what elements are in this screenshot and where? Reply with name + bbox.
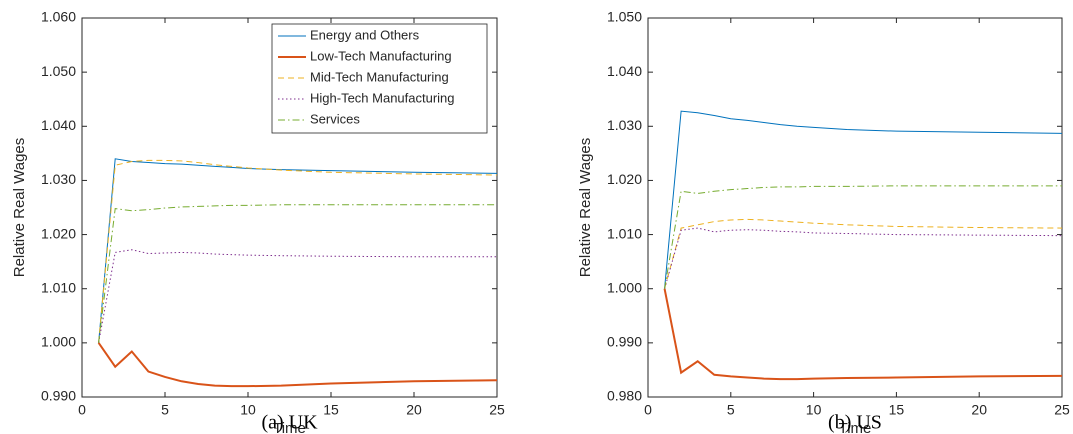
series-line [664, 218, 1063, 289]
y-tick-label: 1.060 [41, 9, 76, 25]
y-tick-label: 1.020 [41, 225, 76, 241]
series-line [664, 185, 1062, 289]
x-axis-label: Time [273, 420, 306, 434]
y-tick-label: 1.040 [607, 63, 642, 79]
y-axis-label: Relative Real Wages [11, 138, 28, 278]
caption: (b) US [828, 412, 882, 434]
x-tick-label: 15 [889, 402, 905, 418]
series-line [98, 158, 498, 343]
y-tick-label: 1.010 [41, 279, 76, 295]
x-axis-label: Time [839, 420, 872, 434]
legend-label: Mid-Tech Manufacturing [310, 69, 449, 84]
y-tick-label: 1.050 [607, 9, 642, 25]
x-tick-label: 25 [1054, 402, 1070, 418]
x-tick-label: 10 [240, 402, 256, 418]
x-tick-label: 0 [78, 402, 86, 418]
y-tick-label: 1.010 [607, 225, 642, 241]
series-line [664, 227, 1063, 289]
series-line [663, 288, 1063, 381]
y-tick-label: 1.000 [41, 334, 76, 350]
legend-box [271, 23, 488, 134]
y-tick-label: 0.990 [607, 334, 642, 350]
y-axis-label: Relative Real Wages [577, 138, 594, 278]
y-tick-label: 0.980 [607, 388, 642, 404]
x-tick-label: 25 [489, 402, 505, 418]
series-line [97, 342, 498, 388]
x-tick-label: 20 [971, 402, 987, 418]
series-line [98, 249, 497, 343]
x-tick-label: 0 [644, 402, 652, 418]
y-tick-label: 1.000 [607, 279, 642, 295]
y-tick-label: 1.030 [607, 117, 642, 133]
x-tick-label: 5 [727, 402, 735, 418]
legend-label: High-Tech Manufacturing [310, 90, 455, 105]
series-line [98, 159, 498, 343]
y-tick-label: 1.020 [607, 171, 642, 187]
legend-label: Low-Tech Manufacturing [310, 48, 452, 63]
caption: (a) UK [261, 412, 318, 434]
y-tick-label: 1.030 [41, 171, 76, 187]
y-tick-label: 1.050 [41, 63, 76, 79]
x-tick-label: 5 [161, 402, 169, 418]
x-tick-label: 10 [806, 402, 822, 418]
plot-area [647, 17, 1063, 398]
series-line [664, 110, 1063, 289]
y-tick-label: 1.040 [41, 117, 76, 133]
legend-label: Services [310, 111, 360, 126]
y-tick-label: 0.990 [41, 388, 76, 404]
x-tick-label: 15 [323, 402, 339, 418]
legend-label: Energy and Others [310, 27, 420, 42]
x-tick-label: 20 [406, 402, 422, 418]
